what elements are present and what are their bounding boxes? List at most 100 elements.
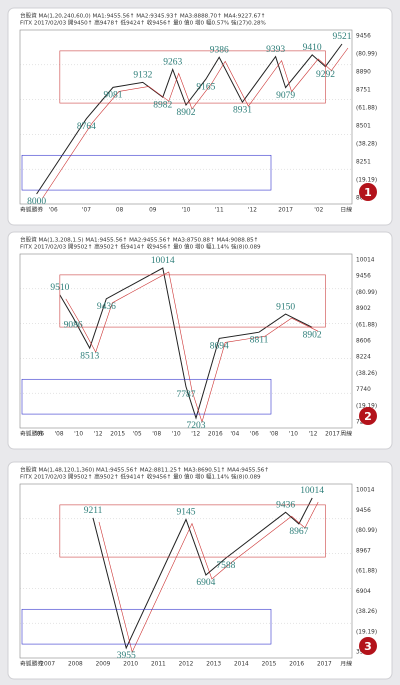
y-axis-label: (19.19)	[356, 629, 377, 635]
badge-circle	[359, 407, 377, 425]
x-axis-label: '12	[308, 432, 317, 438]
point-label: 9079	[276, 91, 295, 101]
x-axis-label: '04	[230, 432, 239, 438]
y-axis-label: 8751	[356, 88, 371, 94]
y-axis-label: 8890	[356, 70, 371, 76]
x-axis-label: 奇狐勝券	[20, 660, 43, 668]
trend-line	[65, 271, 319, 424]
point-label: 9393	[266, 45, 285, 55]
y-axis-label: 8501	[356, 124, 371, 130]
point-label: 10014	[151, 256, 175, 266]
x-axis-label: '10	[289, 432, 298, 438]
x-axis-label: 2016	[208, 432, 223, 438]
header-line: 台股資 MA(1,48,120,1,360) MA1:9455.56↑ MA2:…	[20, 466, 269, 474]
x-axis-label: 2017	[325, 432, 340, 438]
y-axis-label: (80.99)	[356, 290, 377, 296]
x-axis-label: '12	[248, 208, 257, 214]
point-label: 8764	[77, 122, 96, 132]
y-axis-label: 8251	[356, 160, 371, 166]
point-label: 8902	[303, 331, 322, 341]
y-axis-label: (38.26)	[356, 371, 377, 377]
trend-line	[98, 501, 319, 653]
point-label: 9145	[177, 508, 196, 518]
x-axis-label: 2016	[289, 662, 304, 668]
x-axis-label: 2011	[151, 662, 166, 668]
x-axis-label: 日線	[340, 206, 352, 214]
x-axis-label: 2008	[68, 662, 83, 668]
point-label: 9436	[276, 500, 295, 510]
trend-line	[42, 47, 349, 199]
point-label: 9386	[210, 46, 229, 56]
point-label: 9521	[333, 32, 352, 42]
badge-circle	[359, 183, 377, 201]
x-axis-label: '10	[182, 208, 191, 214]
point-label: 7588	[216, 561, 235, 571]
point-label: 9510	[50, 283, 69, 293]
y-axis-label: 8606	[356, 339, 371, 345]
x-axis-label: 2012	[179, 662, 194, 668]
point-label: 3955	[117, 651, 136, 661]
x-axis-label: '08	[55, 432, 64, 438]
x-axis-label: 周線	[340, 430, 352, 438]
y-axis-label: 10014	[356, 258, 375, 264]
y-axis-label: (61.88)	[356, 106, 377, 112]
x-axis-label: 2014	[234, 662, 249, 668]
badge-number: 2	[364, 410, 372, 423]
point-label: 7787	[177, 390, 196, 400]
x-axis-label: '06	[250, 432, 259, 438]
point-label: 8000	[27, 197, 46, 207]
y-axis-label: 7740	[356, 387, 371, 393]
y-axis-label: (80.99)	[356, 52, 377, 58]
price-line	[59, 267, 313, 420]
x-axis-label: 09	[149, 208, 157, 214]
plot-frame	[19, 253, 353, 429]
point-label: 8513	[80, 351, 99, 361]
header-line: FITX 2017/02/03 開9450↑ 高9478↑ 低9424↑ 收94…	[20, 19, 266, 27]
x-axis-label: '08	[152, 432, 161, 438]
chart-panel: 台股資 MA(1,3,208,1.5) MA1:9455.56↑ MA2:945…	[7, 231, 393, 450]
y-axis-label: (38.26)	[356, 609, 377, 615]
range-box	[21, 378, 272, 415]
x-axis-label: '10	[74, 432, 83, 438]
x-axis-label: 2017	[278, 208, 293, 214]
x-axis-label: 2017	[317, 662, 332, 668]
price-line	[36, 43, 343, 195]
point-label: 9211	[84, 506, 103, 516]
range-box	[59, 50, 326, 104]
point-label: 9086	[64, 321, 83, 331]
x-axis-label: '07	[82, 208, 91, 214]
range-box	[59, 504, 326, 558]
y-axis-label: (19.19)	[356, 403, 377, 409]
range-box	[21, 608, 272, 645]
point-label: 9132	[133, 71, 152, 81]
point-label: 8931	[233, 105, 252, 115]
range-box	[21, 154, 272, 191]
y-axis-label: 8967	[356, 548, 371, 554]
y-axis-label: (61.88)	[356, 569, 377, 575]
x-axis-label: 2009	[96, 662, 111, 668]
y-axis-label: 8224	[356, 355, 371, 361]
y-axis-label: (19.19)	[356, 178, 377, 184]
plot-frame	[19, 29, 353, 205]
point-label: 9263	[163, 58, 182, 68]
plot-frame	[19, 483, 353, 659]
badge-circle	[359, 637, 377, 655]
x-axis-label: 2013	[206, 662, 221, 668]
y-axis-label: 9456	[356, 508, 371, 514]
header-line: FITX 2017/02/03 開9502↑ 高9502↑ 低9414↑ 收94…	[20, 473, 261, 481]
x-axis-label: 奇狐勝券	[20, 430, 43, 438]
y-axis-label: (38.28)	[356, 142, 377, 148]
point-label: 8694	[210, 342, 229, 352]
price-line	[92, 497, 313, 650]
point-label: 9436	[97, 302, 116, 312]
x-axis-label: '05	[133, 432, 142, 438]
x-axis-label: 2015	[110, 432, 125, 438]
chart-panel: 台股資 MA(1,48,120,1,360) MA1:9455.56↑ MA2:…	[7, 461, 393, 680]
x-axis-label: '10	[172, 432, 181, 438]
panel-card	[7, 231, 393, 450]
point-label: 9292	[316, 70, 335, 80]
point-label: 8982	[153, 100, 172, 110]
header-line: 台股資 MA(1,20,240,60,0) MA1:9455.56↑ MA2:9…	[20, 12, 266, 20]
badge-number: 3	[364, 640, 372, 653]
